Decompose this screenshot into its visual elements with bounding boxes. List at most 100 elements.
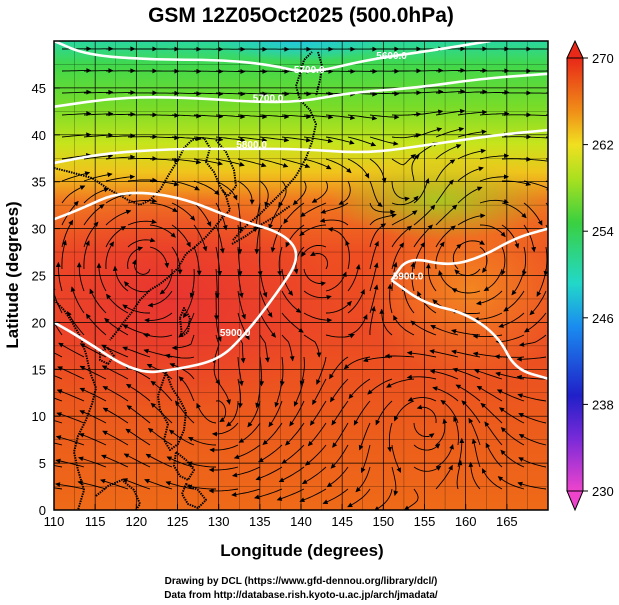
streamline	[391, 154, 416, 166]
streamline	[517, 393, 547, 402]
streamline-arrowhead	[379, 308, 385, 314]
streamline-arrowhead	[549, 114, 553, 118]
streamline	[473, 334, 503, 338]
streamline	[391, 466, 397, 496]
streamline	[456, 460, 462, 490]
streamline-arrowhead	[37, 344, 42, 348]
streamline-arrowhead	[208, 488, 214, 494]
streamline	[256, 379, 261, 408]
y-tick-label: 30	[32, 222, 46, 237]
streamline-arrowhead	[391, 213, 397, 218]
streamline	[259, 334, 269, 363]
streamline-arrowhead	[518, 413, 524, 418]
streamline-arrowhead	[259, 381, 265, 387]
streamline	[457, 214, 485, 226]
streamline	[259, 180, 269, 207]
streamline-arrowhead	[187, 461, 193, 467]
streamline-arrowhead	[474, 369, 480, 374]
streamline	[281, 136, 311, 142]
streamline-arrowhead	[396, 467, 401, 473]
streamline	[451, 350, 481, 358]
streamline-arrowhead	[102, 407, 109, 413]
streamline	[523, 136, 548, 139]
streamline-arrowhead	[130, 154, 136, 160]
streamline	[329, 356, 349, 379]
streamline	[391, 225, 412, 248]
streamline-arrowhead	[241, 313, 246, 320]
streamline-arrowhead	[436, 127, 443, 132]
streamline	[393, 315, 415, 336]
x-tick-label: 150	[372, 514, 394, 529]
streamline	[61, 91, 91, 94]
streamline	[367, 378, 393, 395]
streamline	[209, 488, 239, 492]
colorbar-tick-label: 230	[592, 484, 614, 499]
streamline	[259, 114, 289, 118]
streamline-arrowhead	[147, 302, 154, 308]
streamline-arrowhead	[521, 212, 527, 219]
streamline	[325, 158, 352, 174]
streamline-arrowhead	[79, 410, 85, 415]
streamline	[279, 466, 305, 483]
streamline-arrowhead	[448, 464, 453, 471]
streamline-arrowhead	[304, 460, 311, 466]
streamline-arrowhead	[238, 380, 244, 387]
streamline-arrowhead	[56, 412, 62, 417]
streamline-arrowhead	[432, 299, 438, 305]
streamline	[268, 400, 283, 427]
streamline-arrowhead	[267, 312, 273, 318]
streamline	[517, 482, 547, 490]
streamline-arrowhead	[517, 481, 523, 487]
streamline-arrowhead	[310, 251, 316, 256]
streamline-arrowhead	[187, 436, 194, 442]
streamline-arrowhead	[231, 492, 237, 497]
height-contour	[54, 72, 548, 108]
streamline-arrowhead	[298, 327, 304, 333]
streamline	[215, 202, 227, 230]
streamline	[178, 312, 195, 338]
streamline	[55, 459, 85, 468]
streamline-arrowhead	[387, 283, 393, 289]
streamline-arrowhead	[322, 499, 329, 505]
streamline	[79, 433, 107, 446]
streamline-arrowhead	[478, 166, 484, 172]
streamline	[536, 268, 547, 297]
y-tick-label: 40	[32, 128, 46, 143]
streamline	[498, 476, 525, 490]
streamline-arrowhead	[122, 346, 128, 352]
contour-label: 5800.0	[236, 140, 267, 151]
streamline	[289, 400, 305, 427]
streamline	[61, 112, 91, 116]
streamline	[468, 418, 481, 446]
streamline	[101, 344, 129, 358]
streamline	[61, 154, 91, 160]
streamline	[237, 312, 250, 340]
streamline	[281, 92, 311, 95]
streamline	[281, 290, 302, 313]
streamline	[114, 266, 129, 292]
streamline-arrowhead	[274, 401, 280, 408]
streamline-arrowhead	[270, 332, 276, 338]
streamline-arrowhead	[278, 477, 285, 482]
streamline	[172, 334, 195, 349]
contour-label: 5600.0	[376, 51, 407, 62]
streamline-arrowhead	[85, 240, 90, 246]
streamline	[169, 429, 195, 446]
streamline-arrowhead	[456, 243, 462, 249]
streamline-arrowhead	[371, 305, 376, 312]
streamline	[149, 246, 168, 268]
streamline	[293, 378, 305, 407]
streamline-arrowhead	[316, 352, 322, 358]
streamline-arrowhead	[393, 141, 399, 146]
streamline	[171, 246, 181, 275]
streamline	[127, 220, 157, 226]
streamline	[479, 199, 509, 204]
streamline-arrowhead	[381, 177, 387, 184]
streamline-arrowhead	[217, 160, 223, 166]
streamline-arrowhead	[362, 357, 369, 363]
streamline	[61, 220, 74, 248]
y-tick-label: 0	[39, 503, 46, 518]
streamline	[470, 462, 481, 490]
streamline-arrowhead	[283, 137, 290, 143]
streamline-arrowhead	[413, 195, 419, 202]
